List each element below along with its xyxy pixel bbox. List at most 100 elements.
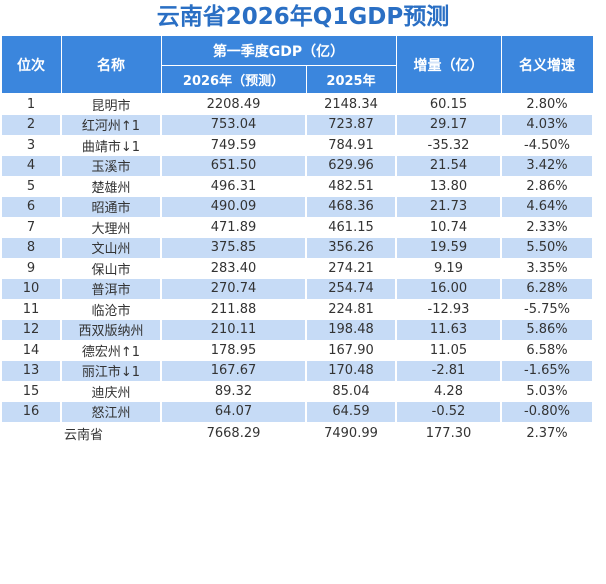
cell-y2026: 753.04 <box>160 114 307 135</box>
cell-growth: 5.86% <box>500 319 594 340</box>
cell-increase: -35.32 <box>395 135 502 156</box>
cell-y2026: 64.07 <box>160 401 307 422</box>
cell-growth: -1.65% <box>500 360 594 381</box>
cell-y2025: 482.51 <box>305 176 397 197</box>
cell-increase: -12.93 <box>395 299 502 320</box>
header-growth: 名义增速 <box>500 35 594 94</box>
total-increase: 177.30 <box>395 422 502 444</box>
cell-growth: 5.03% <box>500 381 594 402</box>
cell-y2025: 723.87 <box>305 114 397 135</box>
cell-growth: -5.75% <box>500 299 594 320</box>
cell-y2026: 471.89 <box>160 217 307 238</box>
cell-name: 楚雄州 <box>60 176 162 197</box>
cell-y2025: 85.04 <box>305 381 397 402</box>
cell-growth: 4.64% <box>500 196 594 217</box>
cell-name: 德宏州↑1 <box>60 340 162 361</box>
cell-increase: -0.52 <box>395 401 502 422</box>
cell-increase: 11.05 <box>395 340 502 361</box>
cell-rank: 6 <box>0 196 62 217</box>
table-row: 16 怒江州 64.07 64.59 -0.52 -0.80% <box>0 401 594 422</box>
cell-y2026: 651.50 <box>160 155 307 176</box>
cell-y2026: 749.59 <box>160 135 307 156</box>
cell-growth: 2.33% <box>500 217 594 238</box>
cell-y2025: 461.15 <box>305 217 397 238</box>
cell-increase: -2.81 <box>395 360 502 381</box>
cell-y2026: 89.32 <box>160 381 307 402</box>
cell-y2025: 64.59 <box>305 401 397 422</box>
table-row: 7 大理州 471.89 461.15 10.74 2.33% <box>0 217 594 238</box>
cell-y2026: 375.85 <box>160 237 307 258</box>
cell-growth: 2.86% <box>500 176 594 197</box>
cell-increase: 4.28 <box>395 381 502 402</box>
cell-y2025: 198.48 <box>305 319 397 340</box>
cell-increase: 10.74 <box>395 217 502 238</box>
cell-growth: 3.35% <box>500 258 594 279</box>
cell-rank: 8 <box>0 237 62 258</box>
cell-y2025: 784.91 <box>305 135 397 156</box>
cell-rank: 15 <box>0 381 62 402</box>
cell-y2026: 178.95 <box>160 340 307 361</box>
cell-rank: 13 <box>0 360 62 381</box>
total-name: 云南省 <box>0 422 162 444</box>
cell-name: 保山市 <box>60 258 162 279</box>
total-2025: 7490.99 <box>305 422 397 444</box>
cell-y2025: 274.21 <box>305 258 397 279</box>
cell-name: 曲靖市↓1 <box>60 135 162 156</box>
table-row: 6 昭通市 490.09 468.36 21.73 4.64% <box>0 196 594 217</box>
table-row: 15 迪庆州 89.32 85.04 4.28 5.03% <box>0 381 594 402</box>
page-title: 云南省2026年Q1GDP预测 <box>156 4 450 30</box>
header-rank: 位次 <box>0 35 62 94</box>
cell-increase: 9.19 <box>395 258 502 279</box>
total-2026: 7668.29 <box>160 422 307 444</box>
cell-growth: 3.42% <box>500 155 594 176</box>
cell-rank: 5 <box>0 176 62 197</box>
cell-increase: 11.63 <box>395 319 502 340</box>
cell-name: 红河州↑1 <box>60 114 162 135</box>
cell-increase: 16.00 <box>395 278 502 299</box>
cell-rank: 11 <box>0 299 62 320</box>
cell-name: 昆明市 <box>60 93 162 115</box>
gdp-table: 位次 名称 第一季度GDP（亿） 增量（亿） 名义增速 2026年（预测） 20… <box>0 35 594 444</box>
cell-y2026: 210.11 <box>160 319 307 340</box>
cell-name: 普洱市 <box>60 278 162 299</box>
cell-increase: 60.15 <box>395 93 502 115</box>
table-row: 11 临沧市 211.88 224.81 -12.93 -5.75% <box>0 299 594 320</box>
cell-name: 临沧市 <box>60 299 162 320</box>
cell-y2025: 224.81 <box>305 299 397 320</box>
cell-growth: 5.50% <box>500 237 594 258</box>
header-increase: 增量（亿） <box>395 35 502 94</box>
table-row: 9 保山市 283.40 274.21 9.19 3.35% <box>0 258 594 279</box>
cell-y2025: 2148.34 <box>305 93 397 115</box>
cell-name: 玉溪市 <box>60 155 162 176</box>
total-row: 云南省 7668.29 7490.99 177.30 2.37% <box>0 422 594 444</box>
cell-rank: 3 <box>0 135 62 156</box>
header-2026: 2026年（预测） <box>160 65 307 94</box>
cell-y2026: 490.09 <box>160 196 307 217</box>
cell-y2026: 270.74 <box>160 278 307 299</box>
cell-name: 文山州 <box>60 237 162 258</box>
table-row: 1 昆明市 2208.49 2148.34 60.15 2.80% <box>0 93 594 115</box>
cell-name: 怒江州 <box>60 401 162 422</box>
cell-growth: -0.80% <box>500 401 594 422</box>
cell-increase: 19.59 <box>395 237 502 258</box>
cell-rank: 1 <box>0 93 62 115</box>
cell-growth: 6.58% <box>500 340 594 361</box>
cell-increase: 21.54 <box>395 155 502 176</box>
cell-growth: 6.28% <box>500 278 594 299</box>
table-row: 4 玉溪市 651.50 629.96 21.54 3.42% <box>0 155 594 176</box>
total-growth: 2.37% <box>500 422 594 444</box>
cell-rank: 16 <box>0 401 62 422</box>
header-2025: 2025年 <box>305 65 397 94</box>
cell-y2025: 468.36 <box>305 196 397 217</box>
cell-name: 昭通市 <box>60 196 162 217</box>
table-row: 3 曲靖市↓1 749.59 784.91 -35.32 -4.50% <box>0 135 594 156</box>
table-row: 13 丽江市↓1 167.67 170.48 -2.81 -1.65% <box>0 360 594 381</box>
cell-name: 丽江市↓1 <box>60 360 162 381</box>
cell-increase: 21.73 <box>395 196 502 217</box>
cell-y2026: 167.67 <box>160 360 307 381</box>
cell-rank: 10 <box>0 278 62 299</box>
cell-rank: 12 <box>0 319 62 340</box>
cell-rank: 14 <box>0 340 62 361</box>
table-row: 12 西双版纳州 210.11 198.48 11.63 5.86% <box>0 319 594 340</box>
table-row: 2 红河州↑1 753.04 723.87 29.17 4.03% <box>0 114 594 135</box>
